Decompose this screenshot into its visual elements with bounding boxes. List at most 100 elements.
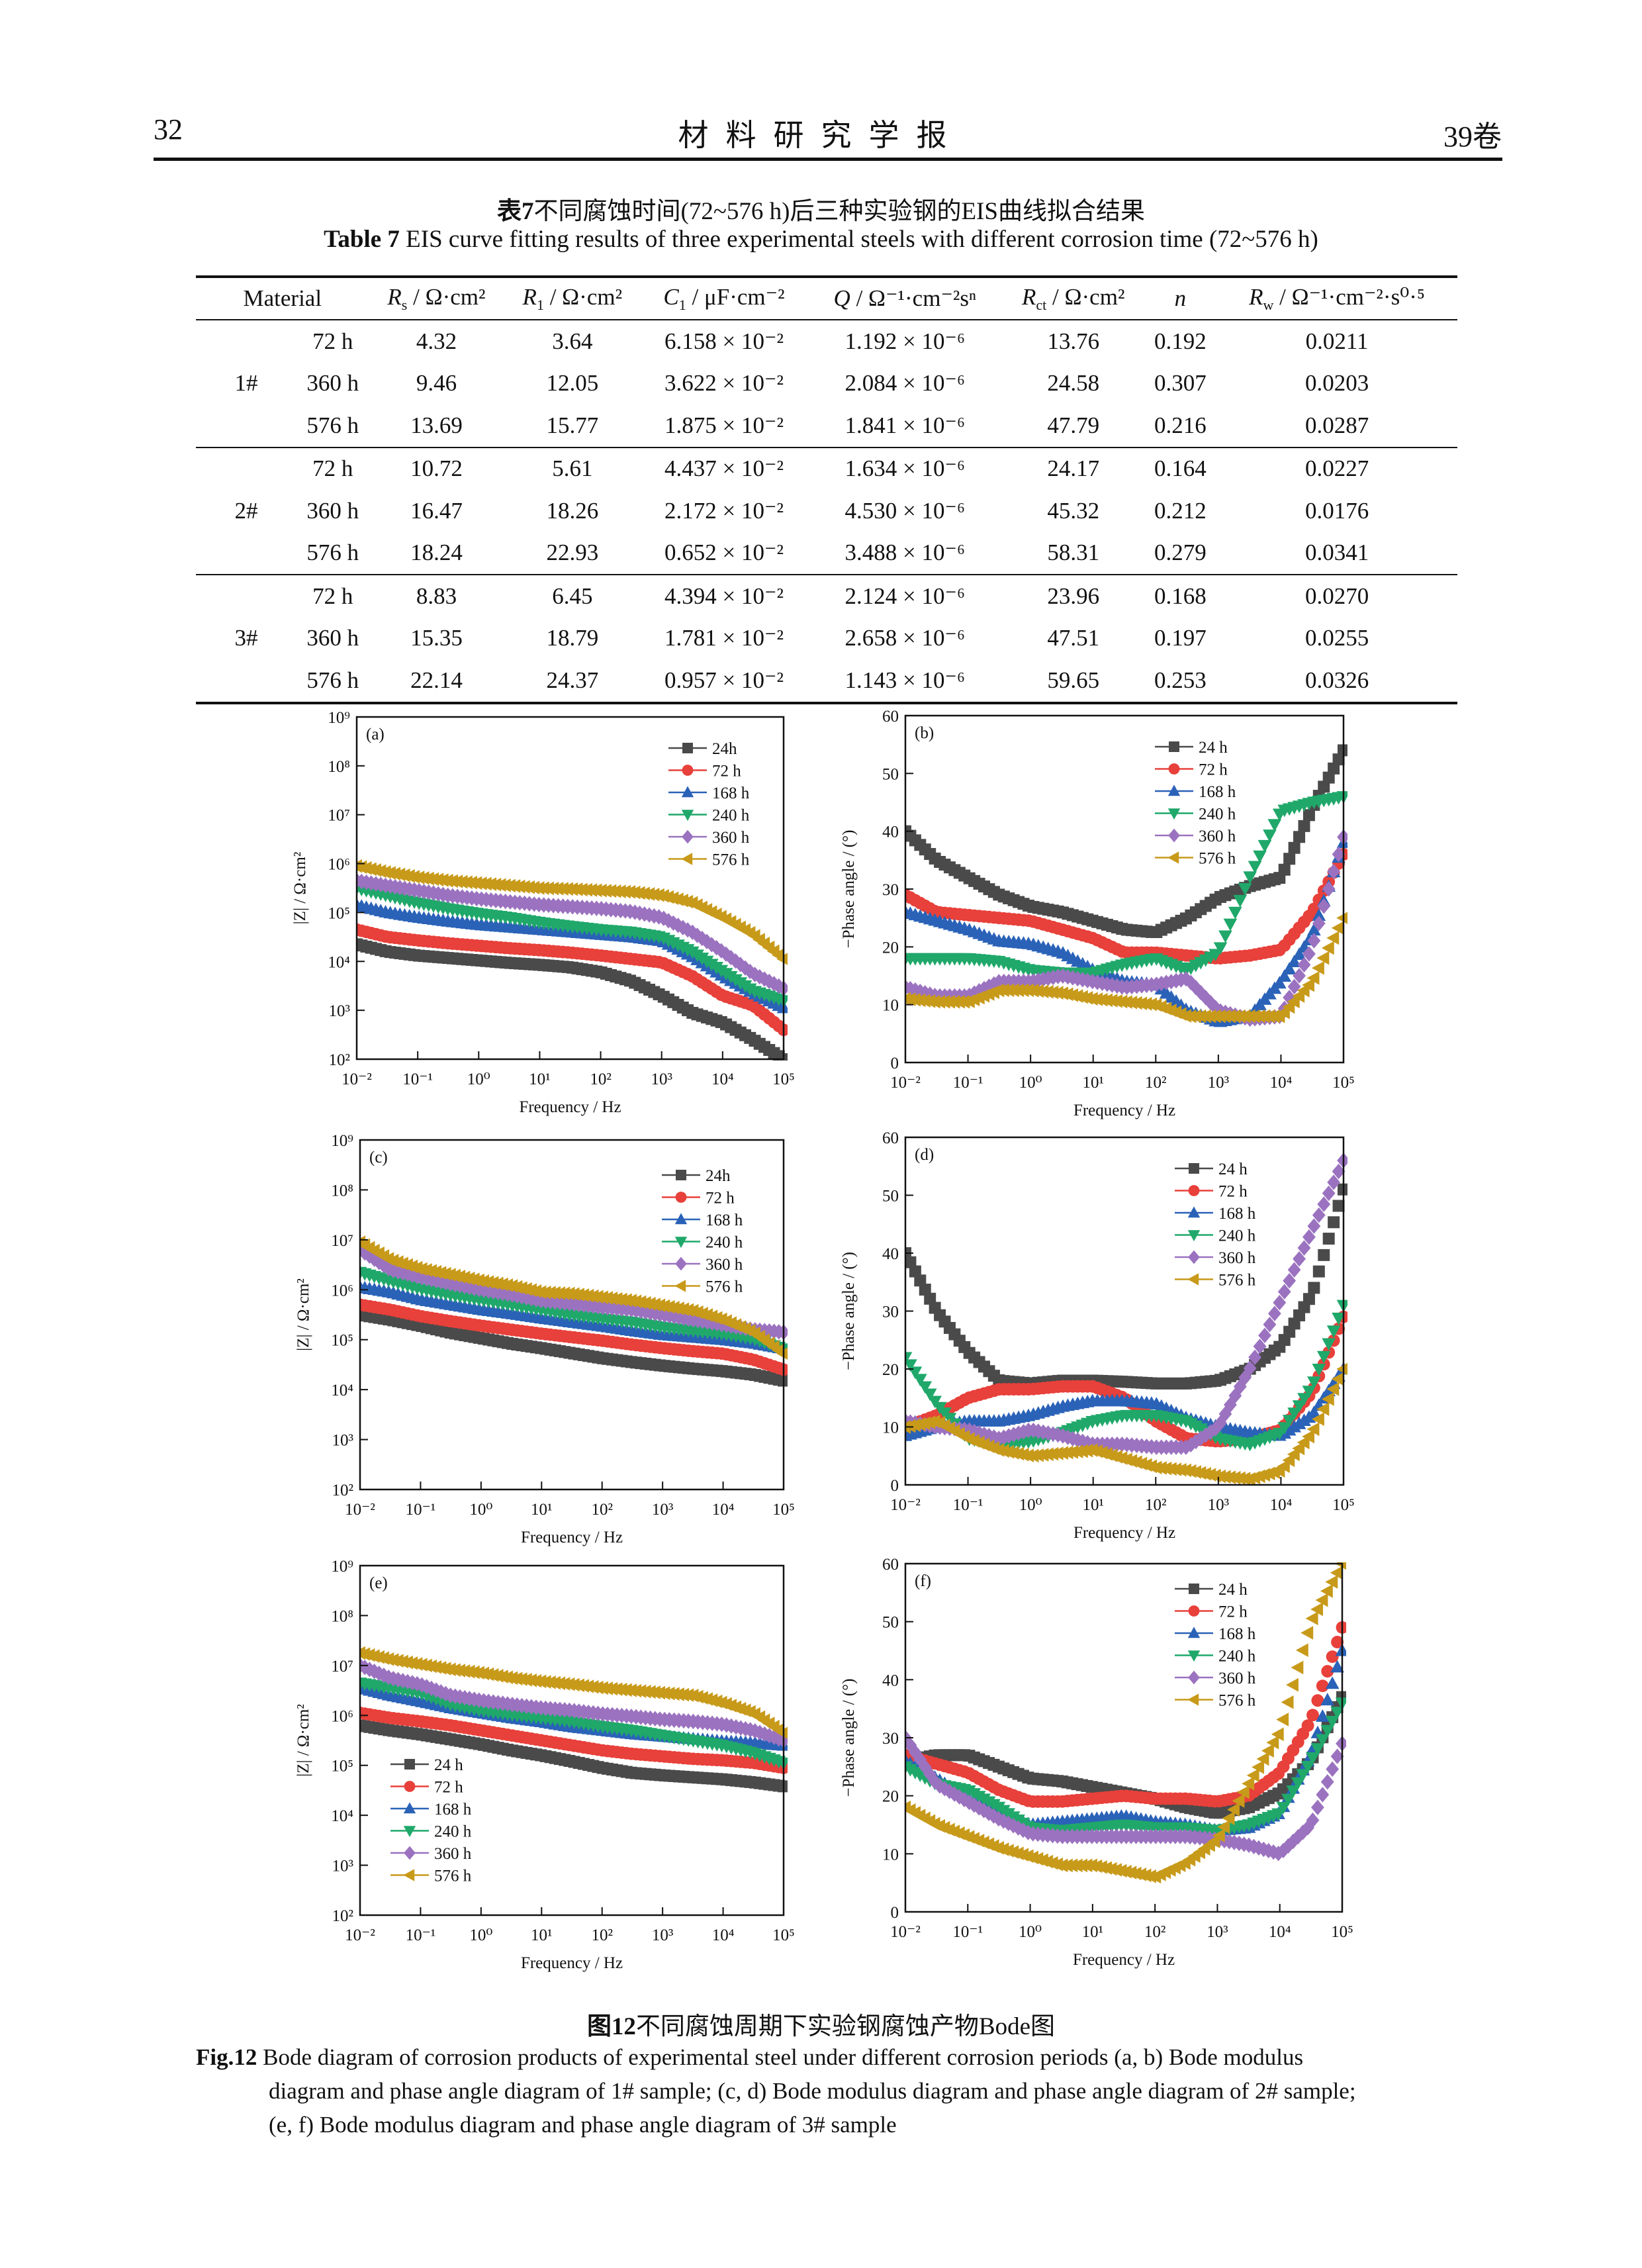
data-point	[518, 895, 531, 912]
data-point	[580, 964, 593, 976]
data-point	[973, 1753, 985, 1766]
data-point	[639, 1319, 653, 1332]
data-point	[1248, 948, 1261, 961]
data-point	[776, 1757, 788, 1770]
data-point	[1050, 1828, 1064, 1844]
data-point	[1331, 921, 1344, 935]
data-point	[723, 915, 737, 929]
data-point	[1111, 921, 1123, 934]
data-point	[691, 1732, 705, 1745]
data-point	[360, 1299, 371, 1312]
data-point	[1272, 1787, 1285, 1800]
x-tick-label: 10⁻¹	[402, 1070, 433, 1088]
data-point	[360, 1266, 367, 1280]
data-point	[1238, 1425, 1252, 1438]
data-point	[1238, 949, 1252, 963]
data-point	[473, 1319, 486, 1332]
data-point	[643, 1319, 658, 1333]
data-point	[753, 1335, 767, 1348]
data-point	[1165, 1377, 1177, 1390]
data-point	[359, 900, 373, 913]
data-point	[729, 1330, 743, 1343]
data-point	[420, 1689, 434, 1703]
data-point	[571, 962, 584, 974]
data-point	[367, 1251, 381, 1267]
data-point	[1326, 931, 1340, 945]
data-point	[591, 1318, 605, 1331]
data-point	[373, 1311, 385, 1324]
data-point	[1056, 1795, 1069, 1808]
data-point	[596, 1744, 610, 1757]
data-point	[529, 1714, 543, 1727]
data-point	[1012, 1791, 1025, 1804]
data-point	[942, 1783, 956, 1799]
data-point	[1007, 1818, 1021, 1834]
data-point	[619, 1316, 634, 1329]
data-point	[629, 1339, 643, 1352]
data-point	[563, 1715, 576, 1728]
data-point	[381, 1284, 396, 1298]
data-point	[1306, 1751, 1319, 1764]
data-point	[548, 1714, 563, 1727]
data-point	[1262, 1792, 1275, 1805]
data-point	[377, 1284, 391, 1297]
data-point	[453, 1702, 467, 1715]
cell-c1: 0.652 × 10⁻²	[641, 532, 807, 575]
data-point	[913, 896, 927, 910]
data-point	[653, 1306, 666, 1323]
data-point	[567, 961, 579, 974]
data-point	[1159, 1411, 1173, 1425]
data-point	[463, 1703, 477, 1717]
legend-marker	[682, 829, 694, 844]
data-point	[1184, 1437, 1198, 1453]
data-point	[1056, 967, 1070, 980]
data-point	[379, 945, 392, 957]
data-point	[1056, 923, 1070, 937]
legend-label: 24 h	[1199, 739, 1228, 757]
data-point	[1277, 1000, 1291, 1017]
data-point	[620, 1355, 633, 1368]
data-point	[1283, 1325, 1296, 1338]
data-point	[1328, 1216, 1340, 1229]
cell-rs: 13.69	[369, 404, 504, 448]
data-point	[561, 920, 575, 933]
data-point	[432, 886, 445, 902]
data-point	[450, 915, 465, 928]
data-point	[1089, 1811, 1104, 1824]
data-point	[1326, 1382, 1340, 1396]
data-point	[1091, 974, 1104, 990]
data-point	[418, 934, 430, 947]
data-point	[1091, 1781, 1103, 1794]
data-point	[427, 935, 440, 949]
data-point	[416, 1320, 428, 1333]
data-point	[431, 912, 445, 925]
data-point	[1187, 1849, 1201, 1863]
data-point	[1217, 1822, 1232, 1836]
data-point	[1311, 1741, 1324, 1754]
data-point	[360, 1658, 367, 1674]
data-point	[1312, 796, 1326, 808]
y-tick-label: 10⁶	[331, 1707, 353, 1725]
data-point	[1041, 970, 1055, 986]
data-point	[596, 1299, 610, 1315]
data-point	[762, 1728, 776, 1744]
data-point	[606, 1335, 619, 1348]
data-point	[572, 1756, 585, 1769]
data-point	[1060, 1824, 1075, 1838]
data-point	[923, 1814, 936, 1828]
cell-rw: 0.0176	[1304, 497, 1369, 524]
data-point	[1150, 1793, 1162, 1805]
data-point	[561, 898, 574, 915]
data-point	[1130, 1790, 1142, 1803]
data-point	[1134, 1409, 1149, 1423]
data-point	[529, 1327, 543, 1340]
data-point	[1306, 1742, 1320, 1755]
data-point	[1193, 1466, 1207, 1480]
data-point	[1016, 1817, 1030, 1830]
data-point	[706, 1013, 718, 1025]
data-point	[1233, 1803, 1246, 1815]
y-tick-label: 10⁵	[331, 1758, 353, 1775]
data-point	[1129, 1811, 1143, 1824]
data-point	[653, 955, 666, 969]
data-point	[948, 907, 961, 920]
